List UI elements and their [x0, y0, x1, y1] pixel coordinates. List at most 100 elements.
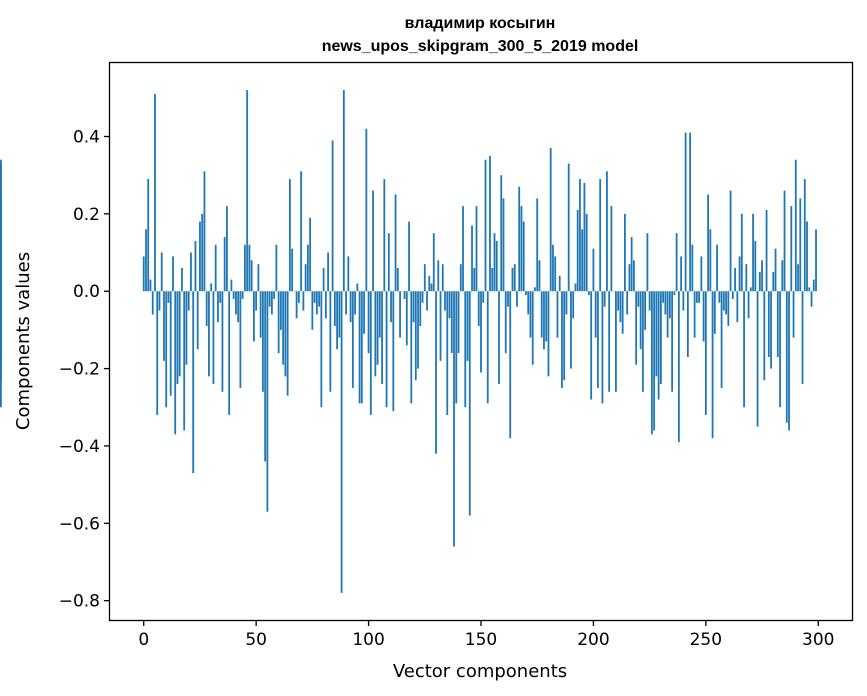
bar-22 [192, 291, 195, 474]
bar-183 [554, 256, 557, 292]
bar-85 [333, 291, 336, 327]
bar-262 [731, 291, 734, 299]
bar-202 [597, 291, 599, 388]
bar-231 [662, 291, 665, 303]
bar-132 [439, 291, 442, 361]
bar-119 [410, 291, 413, 404]
bar-223 [644, 291, 647, 330]
bar-32 [214, 244, 217, 292]
x-tick-label: 250 [690, 630, 722, 650]
bar-140 [457, 291, 460, 354]
bar-189 [567, 163, 570, 292]
bar-124 [421, 291, 424, 303]
bar-293 [801, 291, 804, 385]
bar-214 [624, 213, 626, 292]
bar-194 [579, 179, 581, 292]
bar-168 [520, 206, 523, 292]
bar-196 [583, 182, 586, 292]
bar-181 [549, 148, 552, 292]
bar-282 [776, 291, 779, 357]
bar-151 [482, 291, 485, 303]
bar-264 [736, 291, 739, 323]
bar-59 [275, 244, 278, 292]
bar-270 [749, 287, 752, 292]
bar-103 [374, 291, 377, 377]
bar-54 [264, 291, 267, 462]
y-tick-label: −0.8 [59, 592, 100, 612]
bar-137 [450, 291, 453, 354]
bar-238 [677, 291, 680, 443]
bar-90 [345, 291, 347, 315]
bar-224 [646, 233, 649, 292]
bar-74 [309, 217, 312, 292]
bar-144 [466, 291, 469, 361]
bar-15 [176, 291, 179, 385]
bar-244 [691, 244, 694, 292]
bar-197 [585, 213, 588, 292]
y-tick-label: 0.0 [73, 282, 100, 302]
bar-40 [232, 291, 235, 299]
bar-298 [812, 279, 815, 292]
bar-21 [190, 252, 192, 292]
bar-131 [437, 260, 440, 292]
bar-8 [160, 252, 163, 292]
bar-240 [682, 291, 685, 311]
bar-157 [495, 240, 498, 292]
bar-45 [244, 244, 246, 292]
bar-215 [626, 291, 629, 315]
bar-280 [772, 271, 775, 292]
bar-34 [219, 291, 222, 303]
bar-182 [552, 244, 554, 292]
bar-56 [268, 291, 271, 307]
bar-186 [561, 291, 563, 388]
chart-title-line-2: news_upos_skipgram_300_5_2019 model [322, 38, 639, 55]
bar-116 [403, 291, 406, 299]
bar-104 [376, 291, 379, 365]
bar-164 [511, 268, 514, 292]
bar-310 [0, 163, 2, 292]
bar-172 [529, 291, 532, 338]
bar-123 [419, 291, 422, 327]
bar-190 [570, 291, 572, 369]
bar-312 [0, 291, 2, 354]
bar-50 [255, 291, 258, 311]
bar-88 [340, 291, 343, 593]
bar-84 [331, 140, 334, 292]
bar-236 [673, 291, 676, 296]
bar-72 [304, 264, 307, 292]
bar-125 [423, 264, 426, 292]
bar-58 [273, 291, 276, 299]
bar-89 [342, 90, 345, 292]
bar-69 [297, 291, 300, 303]
bar-205 [603, 291, 606, 307]
bar-227 [653, 291, 656, 431]
x-tick-label: 200 [577, 630, 609, 650]
bar-130 [435, 291, 437, 454]
bar-149 [477, 291, 480, 327]
bar-86 [336, 291, 338, 350]
bar-272 [754, 240, 757, 292]
bar-251 [707, 194, 709, 292]
bar-30 [210, 283, 213, 292]
bar-162 [507, 291, 509, 307]
bar-226 [650, 291, 653, 435]
bar-87 [338, 291, 341, 338]
bar-234 [668, 291, 671, 319]
y-tick-label: −0.6 [59, 514, 100, 534]
bar-18 [183, 291, 186, 431]
bar-120 [412, 291, 415, 323]
bar-200 [592, 248, 595, 292]
bar-277 [765, 209, 768, 292]
bar-283 [779, 291, 781, 408]
bar-228 [655, 291, 658, 377]
bar-145 [468, 291, 471, 516]
x-tick-label: 150 [465, 630, 497, 650]
bar-243 [689, 132, 692, 292]
bar-174 [534, 287, 536, 292]
bar-274 [758, 271, 761, 292]
x-tick-label: 0 [138, 630, 149, 650]
bar-96 [358, 291, 361, 404]
bar-55 [266, 291, 269, 512]
bar-314 [0, 240, 2, 292]
bar-258 [722, 291, 725, 311]
